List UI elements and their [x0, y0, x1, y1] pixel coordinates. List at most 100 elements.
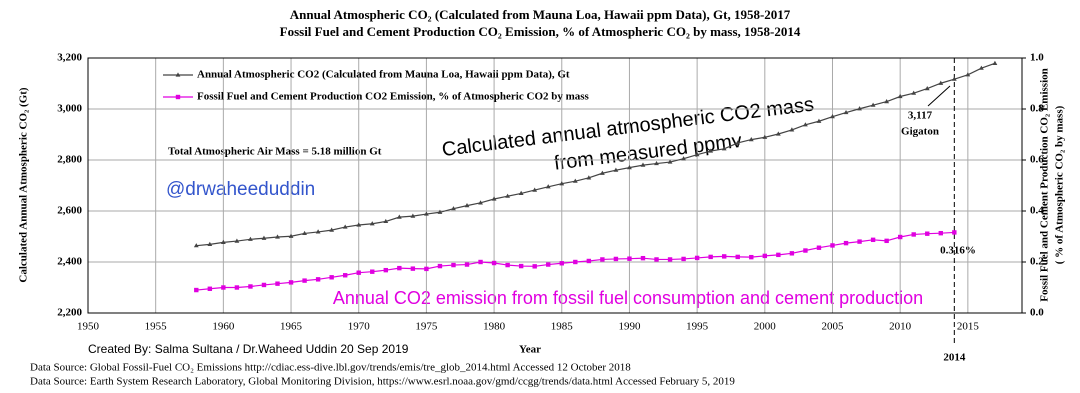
x-tick-label: 1975 [415, 321, 438, 333]
y2-tick-label: 0.2 [1030, 256, 1044, 268]
point [978, 65, 984, 70]
point [735, 140, 741, 145]
point [424, 266, 429, 272]
point [505, 193, 511, 198]
x-tick-label: 1980 [483, 321, 506, 333]
annotation: 0.316% [940, 245, 976, 257]
point [342, 273, 348, 278]
series-line [196, 62, 996, 247]
point [911, 90, 917, 95]
point [654, 160, 659, 166]
point [491, 260, 497, 266]
point [667, 257, 673, 262]
point [925, 231, 930, 236]
point [681, 256, 686, 262]
point [803, 122, 808, 127]
x-tick-label: 1965 [280, 321, 303, 333]
point [816, 245, 822, 250]
y2-axis-label: Fossil Fuel and Cement Production CO₂ Em… [1039, 68, 1051, 302]
point [261, 282, 267, 288]
x-tick-label: 2015 [957, 321, 980, 333]
point [870, 237, 876, 243]
arrow [927, 85, 951, 107]
point [776, 252, 781, 258]
y2-tick-label: 1.0 [1030, 52, 1044, 64]
y-tick-label: 3,200 [57, 52, 82, 64]
x-tick-label: 2005 [821, 321, 844, 333]
x-tick-label: 1950 [77, 321, 100, 333]
point [884, 99, 890, 104]
point [356, 222, 362, 227]
point [816, 118, 822, 123]
point [437, 209, 443, 214]
point [315, 229, 321, 234]
point [762, 134, 768, 139]
point [924, 86, 930, 91]
point [478, 200, 483, 205]
point [478, 259, 483, 265]
point [207, 241, 213, 247]
point [491, 196, 497, 201]
point [789, 251, 795, 256]
point [288, 233, 294, 238]
point [369, 221, 375, 226]
point [221, 285, 226, 290]
point [383, 267, 388, 273]
x-tick-label: 1970 [348, 321, 371, 333]
plot-frame [87, 57, 1023, 314]
legend-marker [175, 94, 181, 100]
point [843, 109, 849, 115]
credit: Created By: Salma Sultana / Dr.Waheed Ud… [88, 342, 409, 356]
point [424, 211, 429, 216]
point [884, 238, 889, 244]
point [830, 243, 835, 248]
chart-subtitle: Fossil Fuel and Cement Production CO₂ Em… [280, 24, 801, 39]
point [694, 152, 700, 157]
point [613, 256, 619, 262]
annotation: @drwaheeduddin [166, 179, 315, 200]
legend-label: Fossil Fuel and Cement Production CO2 Em… [197, 91, 590, 103]
point [342, 224, 348, 229]
point [830, 114, 835, 119]
point [775, 131, 781, 136]
point [396, 214, 402, 219]
point [451, 262, 456, 268]
point [220, 239, 226, 244]
y-axis-label: Calculated Annual Atmospheric CO₂ (Gt) [18, 87, 30, 283]
point [397, 265, 402, 271]
point [843, 240, 849, 246]
source: Data Source: Earth System Research Labor… [30, 376, 735, 388]
point [410, 266, 416, 271]
point [505, 262, 510, 268]
marker-label: 2014 [943, 352, 966, 364]
point [518, 263, 524, 269]
point [545, 184, 551, 189]
x-axis-label: Year [519, 344, 541, 356]
y2-tick-label: 0.8 [1030, 103, 1044, 115]
point [302, 230, 307, 236]
point [370, 269, 375, 274]
point [207, 286, 213, 291]
point [857, 239, 862, 244]
point [288, 280, 294, 285]
point [261, 235, 267, 240]
point [383, 218, 389, 224]
point [546, 262, 551, 267]
y2-tick-label: 0.0 [1030, 307, 1044, 319]
point [897, 234, 903, 240]
point [356, 270, 361, 275]
y2-tick-label: 0.6 [1030, 154, 1044, 166]
point [938, 230, 943, 236]
x-tick-label: 1955 [145, 321, 168, 333]
point [275, 281, 280, 286]
legend-label: Annual Atmospheric CO2 (Calculated from … [197, 69, 570, 81]
x-tick-label: 1960 [212, 321, 235, 333]
point [559, 181, 565, 186]
point [586, 175, 592, 180]
y-tick-label: 2,200 [57, 307, 82, 319]
point [749, 254, 754, 260]
point [721, 146, 727, 151]
y-tick-label: 2,800 [57, 154, 82, 166]
point [234, 238, 240, 243]
